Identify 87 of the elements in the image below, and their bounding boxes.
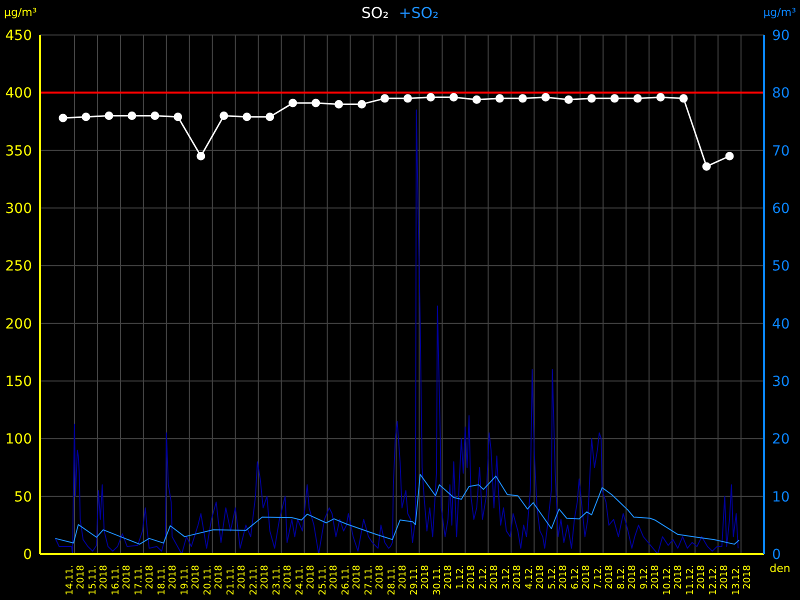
x-tick-label: 16.11. 2018 [110, 565, 132, 596]
point [495, 94, 504, 103]
x-tick-label: 8.12. 2018 [616, 565, 638, 590]
y-tick-label: 100 [5, 432, 32, 448]
x-tick-label: 22.11. 2018 [248, 565, 270, 596]
y2-tick-label: 20 [772, 432, 790, 448]
x-tick-label: 1.12. 2018 [455, 565, 478, 590]
point [312, 98, 320, 108]
y-tick-label: 200 [5, 316, 32, 332]
point [656, 93, 665, 102]
x-tick-label: 15.11. 2018 [87, 565, 110, 596]
y-tick-label: 350 [5, 143, 32, 160]
x-tick-label: 20.11. 2018 [202, 565, 224, 596]
point [587, 94, 596, 103]
y-axis-title: µg/m³ [4, 6, 37, 19]
point [702, 162, 711, 171]
point [633, 94, 642, 103]
y-tick-label: 250 [5, 258, 32, 275]
y2-tick-label: 0 [772, 546, 781, 563]
text: +SO₂ [398, 4, 439, 22]
x-tick-label: 25.11. 2018 [317, 565, 340, 596]
x-tick-label: 30.11. 2018 [432, 565, 454, 596]
x-axis-title: den [770, 562, 790, 575]
x-tick-label: 23.11. 2018 [271, 565, 294, 596]
y2-tick-label: 40 [772, 316, 790, 332]
y2-tick-label: 10 [772, 489, 790, 506]
point [196, 152, 206, 160]
point [58, 114, 68, 122]
point [288, 98, 298, 108]
point [128, 111, 136, 120]
point [174, 112, 182, 122]
y-tick-label: 300 [5, 200, 32, 217]
x-tick-label: 12.12. 2018 [708, 565, 730, 596]
x-tick-label: 2.12. 2018 [478, 565, 500, 590]
point [82, 112, 90, 122]
point [449, 93, 458, 102]
point [679, 94, 688, 103]
x-tick-label: 4.12. 2018 [524, 565, 546, 590]
x-tick-label: 7.12. 2018 [593, 565, 616, 590]
point [518, 94, 527, 103]
point [150, 111, 160, 120]
point [403, 94, 412, 103]
line-series [54, 109, 739, 554]
x-tick-label: 19.11. 2018 [179, 565, 202, 596]
x-tick-label: 13.12. 2018 [731, 565, 754, 596]
point [266, 112, 274, 122]
x-tick-label: 9.12. 2018 [639, 565, 662, 590]
y-tick-label: 50 [14, 489, 32, 506]
point [104, 111, 114, 120]
x-tick-label: 6.12. 2018 [570, 565, 592, 590]
y-tick-label: 450 [5, 28, 32, 44]
x-tick-label: 18.11. 2018 [156, 565, 178, 596]
y2-tick-label: 80 [772, 86, 790, 102]
y2-tick-label: 70 [772, 143, 790, 160]
y-tick-label: 150 [5, 374, 32, 390]
line-series [54, 474, 740, 545]
point [725, 152, 734, 160]
point [426, 93, 435, 102]
x-tick-label: 26.11. 2018 [340, 565, 362, 596]
y2-tick-label: 90 [772, 28, 790, 44]
x-tick-label: 24.11. 2018 [294, 565, 316, 596]
x-tick-label: 28.11. 2018 [386, 565, 408, 596]
x-tick-label: 17.11. 2018 [133, 565, 156, 596]
point [334, 100, 344, 108]
x-tick-label: 27.11. 2018 [363, 565, 386, 596]
y2-tick-label: 50 [772, 258, 790, 275]
y-tick-label: 400 [5, 86, 32, 102]
x-tick-label: 11.12. 2018 [685, 565, 708, 596]
x-tick-label: 3.12. 2018 [501, 565, 524, 590]
y2-axis-title: µg/m³ [763, 6, 796, 19]
point [380, 94, 390, 103]
y-tick-label: 0 [23, 546, 32, 563]
point [472, 95, 481, 104]
x-tick-label: 10.12. 2018 [662, 565, 684, 596]
point [220, 111, 228, 120]
point [541, 93, 550, 102]
y2-tick-label: 30 [772, 374, 790, 390]
point [610, 94, 619, 103]
x-tick-label: 29.11. 2018 [409, 565, 432, 596]
text: SO₂ [361, 4, 389, 22]
point [242, 112, 252, 122]
point [358, 100, 366, 108]
x-tick-label: 5.12. 2018 [547, 565, 570, 590]
x-tick-label: 21.11. 2018 [225, 565, 248, 596]
x-tick-label: 14.11. 2018 [64, 565, 86, 596]
y2-tick-label: 60 [772, 200, 790, 217]
point [564, 95, 573, 104]
